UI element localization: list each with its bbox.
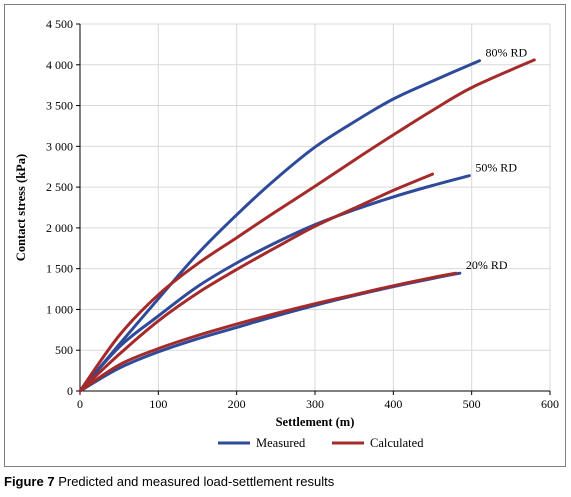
figure-caption: Figure 7 Predicted and measured load-set… <box>4 474 334 489</box>
series-lines <box>78 58 536 393</box>
x-tick-label: 0 <box>77 397 83 411</box>
y-tick-label: 1 000 <box>46 302 73 316</box>
y-tick-label: 4 000 <box>46 58 73 72</box>
annotation-20-rd: 20% RD <box>466 258 508 272</box>
chart-frame: 0 100 200 300 400 500 600 0 500 1 000 1 500 2 000 2… <box>4 4 566 467</box>
y-tick-label: 1 500 <box>46 262 73 276</box>
series-line-calculated-50-rd <box>78 172 434 393</box>
x-tick-label: 300 <box>306 397 324 411</box>
series-line-calculated-80-rd <box>78 58 536 393</box>
y-tick-label: 500 <box>55 343 73 357</box>
y-tick-labels: 0 500 1 000 1 500 2 000 2 500 3 000 3 500 4 000 4… <box>46 17 73 398</box>
y-tick-label: 4 500 <box>46 17 73 31</box>
x-tick-label: 400 <box>384 397 402 411</box>
y-axis-title: Contact stress (kPa) <box>14 154 28 261</box>
legend-label-calculated: Calculated <box>370 436 424 450</box>
y-tick-label: 3 000 <box>46 139 73 153</box>
x-tick-labels: 0 100 200 300 400 500 600 <box>77 397 559 411</box>
series-line-calculated-20-rd <box>78 271 458 393</box>
y-tick-label: 3 500 <box>46 99 73 113</box>
x-tick-label: 200 <box>228 397 246 411</box>
axes <box>76 23 551 395</box>
legend-label-measured: Measured <box>256 436 306 450</box>
series-annotations: 80% RD 50% RD 20% RD <box>466 46 528 272</box>
y-tick-label: 2 000 <box>46 221 73 235</box>
series-line-measured-50-rd <box>78 174 471 393</box>
y-tick-label: 2 500 <box>46 180 73 194</box>
chart-svg: 0 100 200 300 400 500 600 0 500 1 000 1 500 2 000 2… <box>14 17 559 450</box>
x-tick-label: 100 <box>149 397 167 411</box>
gridlines <box>80 23 551 391</box>
series-line-measured-80-rd <box>78 59 481 393</box>
annotation-80-rd: 80% RD <box>486 46 528 60</box>
annotation-50-rd: 50% RD <box>475 161 517 175</box>
figure-caption-text: Predicted and measured load-settlement r… <box>54 474 335 489</box>
y-tick-label: 0 <box>67 384 73 398</box>
x-tick-label: 500 <box>463 397 481 411</box>
figure-number: Figure 7 <box>4 474 55 489</box>
legend: Measured Calculated <box>218 436 424 450</box>
x-axis-title: Settlement (m) <box>276 415 355 429</box>
x-tick-label: 600 <box>541 397 559 411</box>
